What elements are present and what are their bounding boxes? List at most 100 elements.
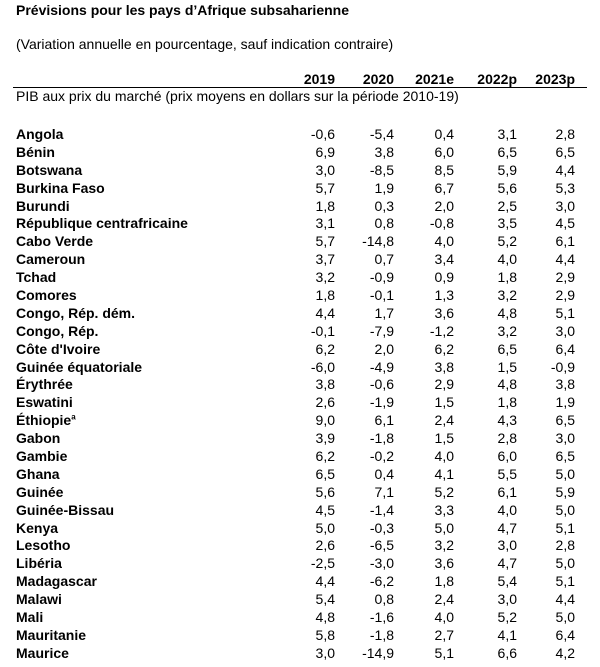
value-cell: 5,9 [497, 161, 517, 178]
table-row: Comores 1,8 -0,1 1,3 3,2 2,9 [13, 286, 587, 304]
column-header-2023p: 2023p [535, 71, 575, 87]
country-label: Érythrée [16, 376, 73, 393]
country-label: Gambie [16, 448, 68, 465]
value-cell: 2,9 [555, 269, 575, 286]
value-cell: 1,5 [434, 430, 454, 447]
table-row: Côte d'Ivoire 6,2 2,0 6,2 6,5 6,4 [13, 340, 587, 358]
value-cell: -7,9 [369, 322, 394, 339]
country-name: Kenya [16, 520, 58, 536]
value-cell: 5,7 [315, 179, 335, 196]
value-cell: 5,1 [555, 519, 575, 536]
country-label: Comores [16, 287, 77, 304]
value-cell: 5,2 [497, 233, 517, 250]
value-cell: 3,5 [497, 215, 517, 232]
value-cell: 6,0 [497, 448, 517, 465]
value-cell: 4,8 [497, 304, 517, 321]
value-cell: 6,2 [315, 340, 335, 357]
table-row: Congo, Rép. dém. 4,4 1,7 3,6 4,8 5,1 [13, 304, 587, 322]
value-cell: -0,6 [369, 376, 394, 393]
value-cell: 3,9 [315, 430, 335, 447]
value-cell: 6,5 [555, 448, 575, 465]
country-label: Bénin [16, 143, 55, 160]
table-row: Kenya 5,0 -0,3 5,0 4,7 5,1 [13, 519, 587, 537]
value-cell: 5,1 [434, 644, 454, 661]
value-cell: 4,0 [434, 448, 454, 465]
column-header-2020: 2020 [362, 71, 394, 87]
country-name: Tchad [16, 269, 56, 285]
value-cell: 6,1 [555, 233, 575, 250]
value-cell: 5,4 [315, 591, 335, 608]
value-cell: 1,3 [434, 287, 454, 304]
country-label: Madagascar [16, 573, 97, 590]
value-cell: 2,9 [555, 287, 575, 304]
value-cell: -1,2 [429, 322, 454, 339]
country-label: Mauritanie [16, 626, 87, 643]
country-name: Guinée équatoriale [16, 359, 142, 375]
value-cell: 5,0 [555, 501, 575, 518]
footnote-marker: a [71, 412, 76, 422]
value-cell: 6,2 [315, 448, 335, 465]
table-row: Mali 4,8 -1,6 4,0 5,2 5,0 [13, 608, 587, 626]
value-cell: 3,8 [315, 376, 335, 393]
table-row: Gabon 3,9 -1,8 1,5 2,8 3,0 [13, 429, 587, 447]
country-label: Libéria [16, 555, 62, 572]
country-name: Burundi [16, 198, 70, 214]
value-cell: 3,0 [555, 322, 575, 339]
value-cell: 4,7 [497, 555, 517, 572]
table-header: 2019 2020 2021e 2022p 2023p [13, 69, 587, 88]
value-cell: 6,5 [315, 465, 335, 482]
value-cell: 3,8 [555, 376, 575, 393]
country-label: Gabon [16, 430, 61, 447]
value-cell: 1,8 [315, 287, 335, 304]
value-cell: 1,8 [497, 394, 517, 411]
value-cell: 2,4 [434, 591, 454, 608]
country-name: Cameroun [16, 251, 85, 267]
value-cell: 4,3 [497, 412, 517, 429]
table-title: Prévisions pour les pays d’Afrique subsa… [16, 2, 349, 18]
value-cell: -0,3 [369, 519, 394, 536]
country-name: Burkina Faso [16, 180, 105, 196]
value-cell: 4,1 [434, 465, 454, 482]
value-cell: 3,0 [497, 537, 517, 554]
value-cell: -0,6 [310, 126, 335, 142]
value-cell: -6,0 [310, 358, 335, 375]
table-row: Burkina Faso 5,7 1,9 6,7 5,6 5,3 [13, 179, 587, 197]
value-cell: -6,2 [369, 573, 394, 590]
value-cell: 2,6 [315, 394, 335, 411]
value-cell: -1,8 [369, 626, 394, 643]
country-label: Congo, Rép. dém. [16, 304, 135, 321]
value-cell: 5,0 [555, 609, 575, 626]
country-label: Burundi [16, 197, 70, 214]
value-cell: 4,0 [434, 609, 454, 626]
table-row: Cameroun 3,7 0,7 3,4 4,0 4,4 [13, 250, 587, 268]
table-row: Gambie 6,2 -0,2 4,0 6,0 6,5 [13, 447, 587, 465]
value-cell: 3,8 [374, 143, 394, 160]
value-cell: 5,0 [315, 519, 335, 536]
country-label: Botswana [16, 161, 83, 178]
value-cell: 0,3 [374, 197, 394, 214]
value-cell: -0,1 [310, 322, 335, 339]
value-cell: 2,8 [555, 537, 575, 554]
value-cell: 6,7 [434, 179, 454, 196]
country-label: Cameroun [16, 251, 86, 268]
value-cell: 4,5 [315, 501, 335, 518]
value-cell: 4,4 [315, 573, 335, 590]
value-cell: 4,4 [555, 161, 575, 178]
value-cell: 6,9 [315, 143, 335, 160]
country-name: Angola [16, 126, 63, 142]
value-cell: 2,8 [555, 126, 575, 142]
value-cell: 4,1 [497, 626, 517, 643]
country-label: Eswatini [16, 394, 73, 411]
value-cell: 3,0 [497, 591, 517, 608]
value-cell: 5,1 [555, 304, 575, 321]
table-row: Mauritanie 5,8 -1,8 2,7 4,1 6,4 [13, 626, 587, 644]
value-cell: 1,8 [497, 269, 517, 286]
country-name: Cabo Verde [16, 233, 93, 249]
table-row: Éthiopiea 9,0 6,1 2,4 4,3 6,5 [13, 411, 587, 429]
value-cell: 3,0 [555, 430, 575, 447]
table-row: Bénin 6,9 3,8 6,0 6,5 6,5 [13, 143, 587, 161]
country-name: Madagascar [16, 573, 97, 589]
table-row: Tchad 3,2 -0,9 0,9 1,8 2,9 [13, 268, 587, 286]
value-cell: 0,4 [374, 465, 394, 482]
